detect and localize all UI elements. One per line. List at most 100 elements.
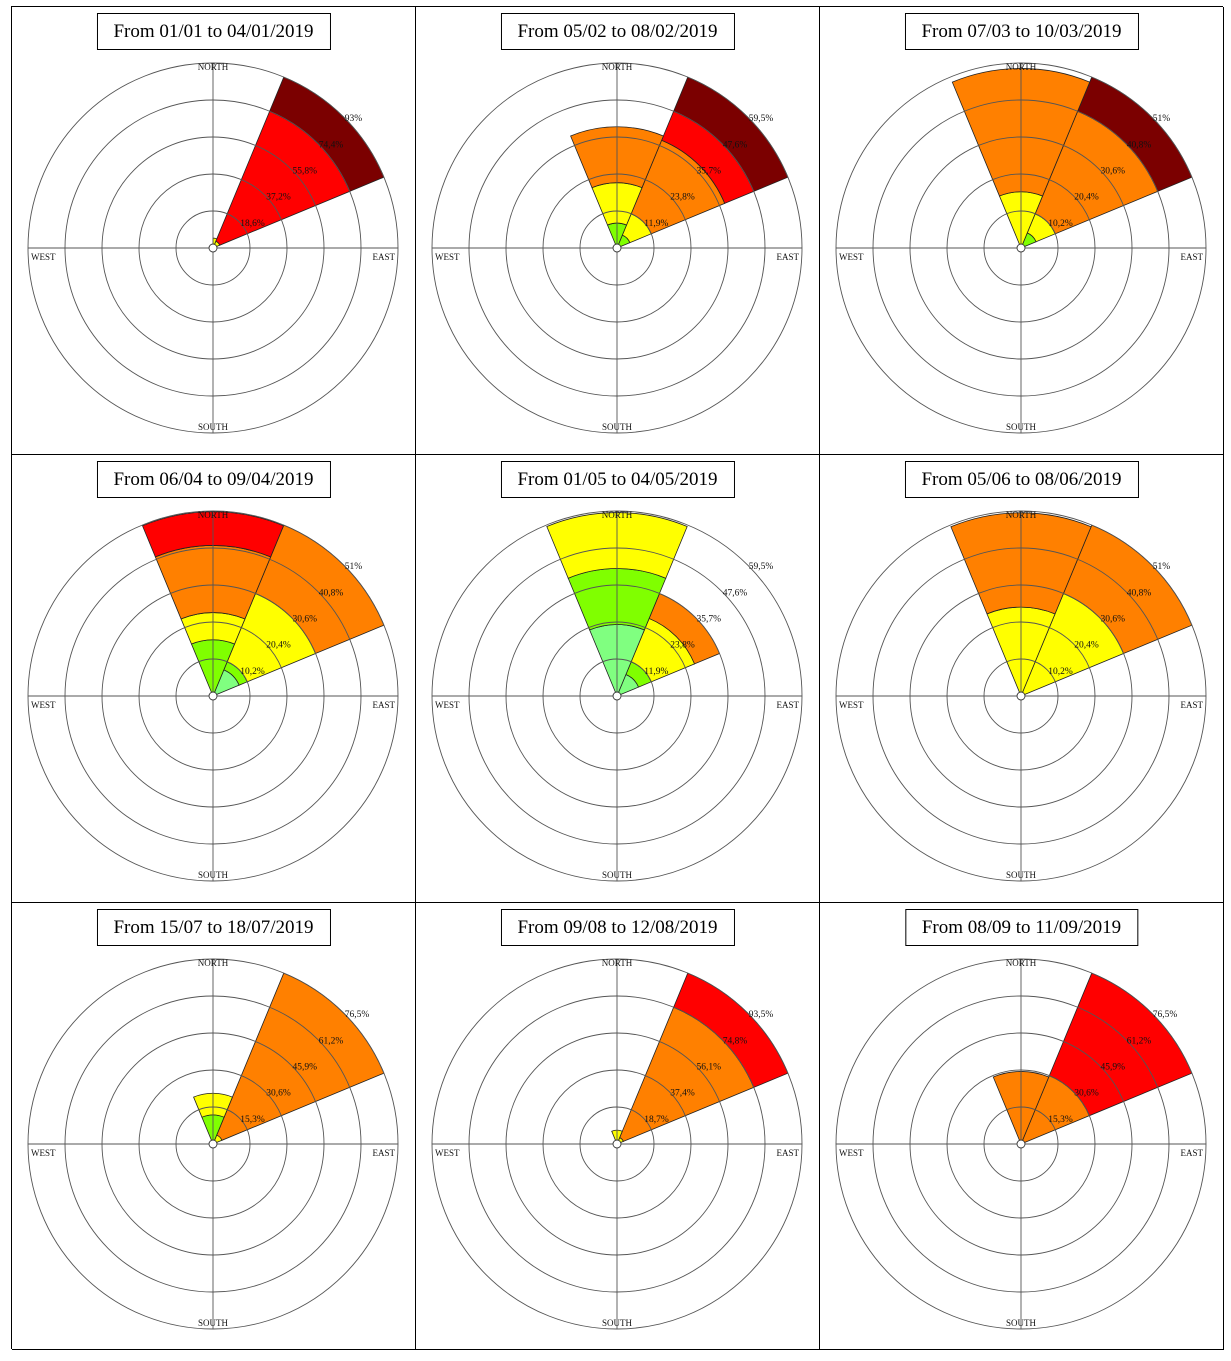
center-point [612,243,622,253]
ring-value-label: 30,6% [1074,1089,1099,1099]
ring-value-label: 45,9% [1101,1063,1126,1073]
center-point [208,243,218,253]
chart-title: From 05/02 to 08/02/2019 [500,13,735,50]
wind-rose: NORTH EAST SOUTH WEST 15,3% 30,6% 45,9% 61,2% 76… [835,958,1207,1330]
center-point [612,1139,622,1149]
direction-label-west: WEST [31,700,56,710]
ring-value-label: 20,4% [266,641,291,651]
ring-value-label: 47,6% [723,588,748,598]
ring-value-label: 93% [345,114,363,124]
wind-rose-panel: From 06/04 to 09/04/2019 NORTH EAST SOUTH WE… [12,455,416,903]
ring-value-label: 74,8% [723,1036,748,1046]
ring-value-label: 23,8% [670,641,695,651]
center-point [612,691,622,701]
ring-value-label: 37,2% [266,193,291,203]
direction-label-east: EAST [1181,1148,1204,1158]
direction-label-east: EAST [777,700,800,710]
direction-label-south: SOUTH [198,1318,229,1328]
wind-rose-panel: From 05/06 to 08/06/2019 NORTH EAST SOUTH WE… [820,455,1224,903]
direction-label-south: SOUTH [602,1318,633,1328]
ring-value-label: 61,2% [319,1036,344,1046]
direction-label-south: SOUTH [602,422,633,432]
direction-label-north: NORTH [602,510,633,520]
ring-value-label: 56,1% [697,1063,722,1073]
ring-value-label: 10,2% [1048,667,1073,677]
chart-title: From 05/06 to 08/06/2019 [904,461,1139,498]
ring-value-label: 40,8% [1127,140,1152,150]
ring-value-label: 51% [1153,562,1171,572]
wind-rose: NORTH EAST SOUTH WEST 18,6% 37,2% 55,8% 74,4% 93… [27,62,399,434]
chart-title: From 06/04 to 09/04/2019 [96,461,331,498]
direction-label-east: EAST [777,252,800,262]
ring-value-label: 37,4% [670,1089,695,1099]
ring-value-label: 45,9% [293,1063,318,1073]
ring-value-label: 51% [345,562,363,572]
chart-title: From 07/03 to 10/03/2019 [904,13,1139,50]
ring-value-label: 30,6% [1101,615,1126,625]
ring-value-label: 61,2% [1127,1036,1152,1046]
direction-label-west: WEST [31,252,56,262]
direction-label-east: EAST [1181,252,1204,262]
wind-rose-grid: From 01/01 to 04/01/2019 NORTH EAST SOUTH WE… [11,6,1224,1350]
wind-rose-panel: From 05/02 to 08/02/2019 NORTH EAST SOUTH WE… [416,7,820,455]
ring-value-label: 40,8% [1127,588,1152,598]
ring-value-label: 15,3% [1048,1115,1073,1125]
direction-label-west: WEST [435,252,460,262]
wind-rose: NORTH EAST SOUTH WEST 10,2% 20,4% 30,6% 40,8% 51… [835,62,1207,434]
chart-title: From 08/09 to 11/09/2019 [904,909,1139,946]
wind-rose: NORTH EAST SOUTH WEST 11,9% 23,8% 35,7% 47,6% 59… [431,62,803,434]
ring-value-label: 30,6% [266,1089,291,1099]
wind-rose: NORTH EAST SOUTH WEST 11,9% 23,8% 35,7% 47,6% 59… [431,510,803,882]
direction-label-west: WEST [839,252,864,262]
direction-label-east: EAST [777,1148,800,1158]
ring-value-label: 11,9% [644,667,668,677]
chart-title: From 01/01 to 04/01/2019 [96,13,331,50]
direction-label-west: WEST [839,1148,864,1158]
ring-value-label: 59,5% [749,114,774,124]
wind-rose: NORTH EAST SOUTH WEST 18,7% 37,4% 56,1% 74,8% 93… [431,958,803,1330]
ring-value-label: 11,9% [644,219,668,229]
wind-rose: NORTH EAST SOUTH WEST 15,3% 30,6% 45,9% 61,2% 76… [27,958,399,1330]
direction-label-north: NORTH [1006,510,1037,520]
ring-value-label: 47,6% [723,140,748,150]
chart-title: From 15/07 to 18/07/2019 [96,909,331,946]
ring-value-label: 35,7% [697,615,722,625]
ring-value-label: 18,6% [240,219,265,229]
ring-value-label: 10,2% [1048,219,1073,229]
wind-rose-panel: From 07/03 to 10/03/2019 NORTH EAST SOUTH WE… [820,7,1224,455]
ring-value-label: 23,8% [670,193,695,203]
direction-label-north: NORTH [602,62,633,72]
ring-value-label: 55,8% [293,167,318,177]
wind-rose-panel: From 01/01 to 04/01/2019 NORTH EAST SOUTH WE… [12,7,416,455]
direction-label-north: NORTH [198,510,229,520]
direction-label-east: EAST [1181,700,1204,710]
direction-label-west: WEST [31,1148,56,1158]
center-point [1016,1139,1026,1149]
ring-value-label: 76,5% [1153,1010,1178,1020]
wind-rose-panel: From 15/07 to 18/07/2019 NORTH EAST SOUTH WE… [12,903,416,1350]
ring-value-label: 20,4% [1074,641,1099,651]
direction-label-west: WEST [435,1148,460,1158]
direction-label-south: SOUTH [1006,870,1037,880]
ring-value-label: 30,6% [293,615,318,625]
ring-value-label: 74,4% [319,140,344,150]
chart-title: From 01/05 to 04/05/2019 [500,461,735,498]
direction-label-east: EAST [373,252,396,262]
ring-value-label: 40,8% [319,588,344,598]
wind-rose-panel: From 01/05 to 04/05/2019 NORTH EAST SOUTH WE… [416,455,820,903]
wind-rose-panel: From 09/08 to 12/08/2019 NORTH EAST SOUTH WE… [416,903,820,1350]
chart-title: From 09/08 to 12/08/2019 [500,909,735,946]
direction-label-north: NORTH [1006,958,1037,968]
direction-label-north: NORTH [198,62,229,72]
ring-value-label: 59,5% [749,562,774,572]
direction-label-west: WEST [435,700,460,710]
ring-value-label: 18,7% [644,1115,669,1125]
direction-label-east: EAST [373,700,396,710]
wind-rose: NORTH EAST SOUTH WEST 10,2% 20,4% 30,6% 40,8% 51… [835,510,1207,882]
center-point [1016,243,1026,253]
ring-value-label: 51% [1153,114,1171,124]
ring-value-label: 93,5% [749,1010,774,1020]
direction-label-north: NORTH [1006,62,1037,72]
direction-label-south: SOUTH [602,870,633,880]
direction-label-north: NORTH [198,958,229,968]
